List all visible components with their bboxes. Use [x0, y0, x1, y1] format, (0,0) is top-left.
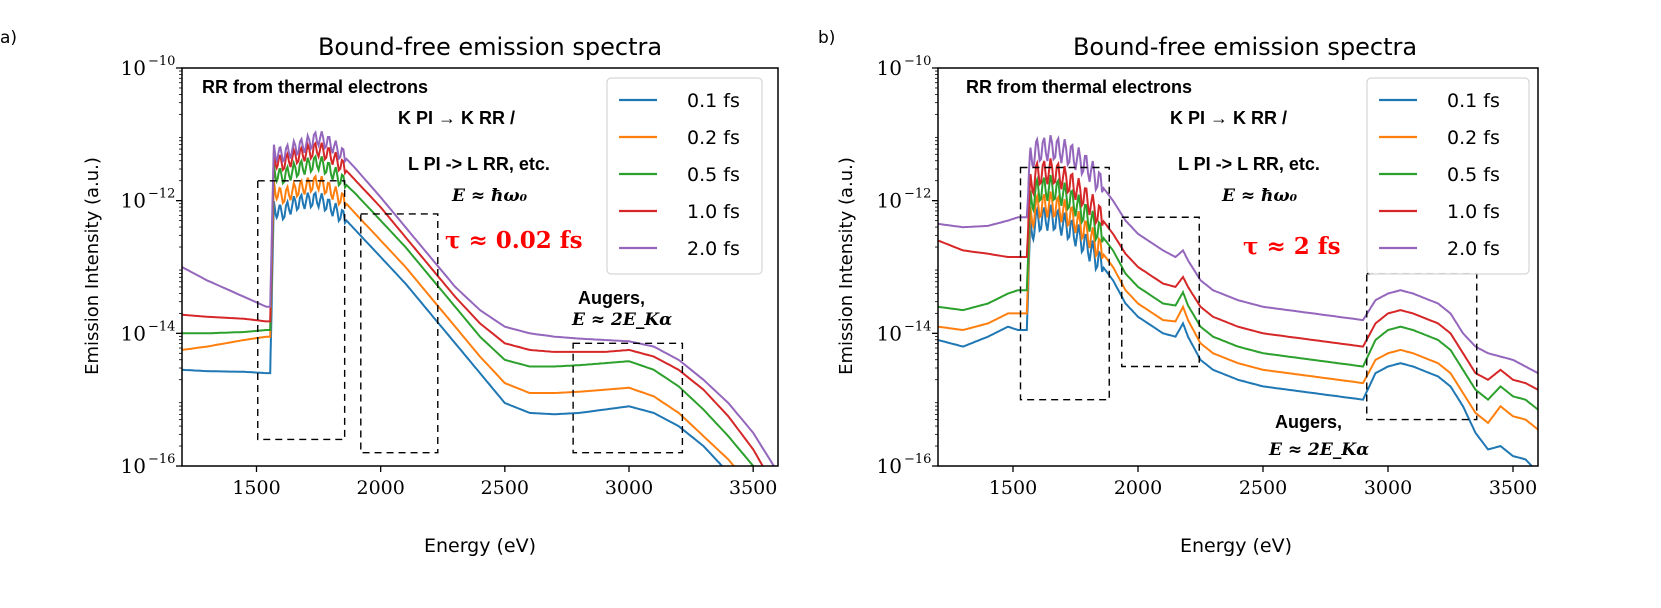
- y-tick-label: 10: [121, 189, 146, 213]
- legend-label: 2.0 fs: [687, 238, 740, 260]
- annotation-e-hw: E ≈ ħω₀: [1221, 186, 1298, 206]
- x-tick-label: 2000: [1114, 477, 1162, 499]
- x-tick-label: 3000: [1364, 477, 1412, 499]
- annotation-l-pi: L PI -> L RR, etc.: [1178, 154, 1320, 174]
- legend-label: 0.5 fs: [687, 164, 740, 186]
- legend-frame: [606, 77, 763, 275]
- y-tick-exponent: −12: [904, 187, 931, 202]
- y-tick-label: 10: [877, 321, 902, 345]
- y-axis-label: Emission Intensity (a.u.): [836, 157, 857, 375]
- legend-label: 0.2 fs: [687, 127, 740, 149]
- annotation-augers: Augers,: [1275, 412, 1342, 432]
- panel-label: b): [818, 28, 835, 48]
- annotation-rr: RR from thermal electrons: [966, 77, 1192, 97]
- legend-label: 1.0 fs: [1447, 201, 1500, 223]
- x-axis-label: Energy (eV): [1180, 535, 1292, 557]
- y-tick-label: 10: [877, 189, 902, 213]
- annotation-k-pi: K PI → K RR /: [398, 108, 515, 128]
- annotation-e-ka: E ≈ 2E_Kα: [1268, 440, 1369, 460]
- x-tick-label: 3500: [729, 477, 777, 499]
- annotation-tau: τ ≈ 0.02 fs: [445, 227, 583, 254]
- x-tick-label: 2500: [481, 477, 529, 499]
- plot-frame: [181, 67, 779, 467]
- highlight-box: [1121, 216, 1200, 368]
- legend-label: 0.1 fs: [1447, 90, 1500, 112]
- y-tick-exponent: −10: [148, 54, 175, 69]
- y-tick-label: 10: [877, 56, 902, 80]
- highlight-box: [360, 213, 439, 454]
- legend-label: 1.0 fs: [687, 201, 740, 223]
- annotation-augers: Augers,: [578, 288, 645, 308]
- annotation-e-ka: E ≈ 2E_Kα: [571, 310, 672, 330]
- y-tick-label: 10: [121, 56, 146, 80]
- annotation-l-pi: L PI -> L RR, etc.: [408, 154, 550, 174]
- legend-frame: [1366, 77, 1530, 275]
- y-tick-label: 10: [121, 321, 146, 345]
- legend-label: 0.2 fs: [1447, 127, 1500, 149]
- y-tick-exponent: −10: [904, 54, 931, 69]
- annotation-e-hw: E ≈ ħω₀: [451, 186, 528, 206]
- legend-label: 0.1 fs: [687, 90, 740, 112]
- y-tick-label: 10: [877, 454, 902, 478]
- y-tick-exponent: −16: [148, 452, 175, 467]
- x-tick-label: 1500: [989, 477, 1037, 499]
- x-tick-label: 3500: [1489, 477, 1537, 499]
- x-axis-label: Energy (eV): [424, 535, 536, 557]
- x-tick-label: 3000: [605, 477, 653, 499]
- highlight-box: [572, 342, 684, 454]
- legend-label: 2.0 fs: [1447, 238, 1500, 260]
- panel-b: b) Bound-free emission spectra Emission …: [818, 28, 1539, 557]
- plot-frame: [937, 67, 1539, 467]
- highlight-box: [1019, 166, 1110, 401]
- series-line-1-0-fs: [938, 158, 1538, 391]
- annotation-rr: RR from thermal electrons: [202, 77, 428, 97]
- legend: 0.1 fs 0.2 fs 0.5 fs 1.0 fs 2.0 fs: [606, 77, 763, 275]
- y-tick-exponent: −14: [148, 319, 175, 334]
- panel-a: a) Bound-free emission spectra Emission …: [0, 28, 779, 557]
- y-axis-label: Emission Intensity (a.u.): [82, 157, 103, 375]
- x-tick-label: 2500: [1239, 477, 1287, 499]
- x-tick-label: 2000: [356, 477, 404, 499]
- annotation-k-pi: K PI → K RR /: [1170, 108, 1287, 128]
- highlight-box: [257, 180, 346, 441]
- annotation-tau: τ ≈ 2 fs: [1243, 233, 1341, 260]
- x-tick-label: 1500: [232, 477, 280, 499]
- y-tick-exponent: −14: [904, 319, 931, 334]
- panel-label: a): [0, 28, 17, 48]
- legend: 0.1 fs 0.2 fs 0.5 fs 1.0 fs 2.0 fs: [1366, 77, 1530, 275]
- y-tick-exponent: −16: [904, 452, 931, 467]
- chart-title: Bound-free emission spectra: [1073, 33, 1417, 61]
- y-tick-exponent: −12: [148, 187, 175, 202]
- y-tick-label: 10: [121, 454, 146, 478]
- legend-label: 0.5 fs: [1447, 164, 1500, 186]
- series-line-2-0-fs: [182, 130, 776, 466]
- chart-title: Bound-free emission spectra: [318, 33, 662, 61]
- series-line-2-0-fs: [938, 135, 1538, 374]
